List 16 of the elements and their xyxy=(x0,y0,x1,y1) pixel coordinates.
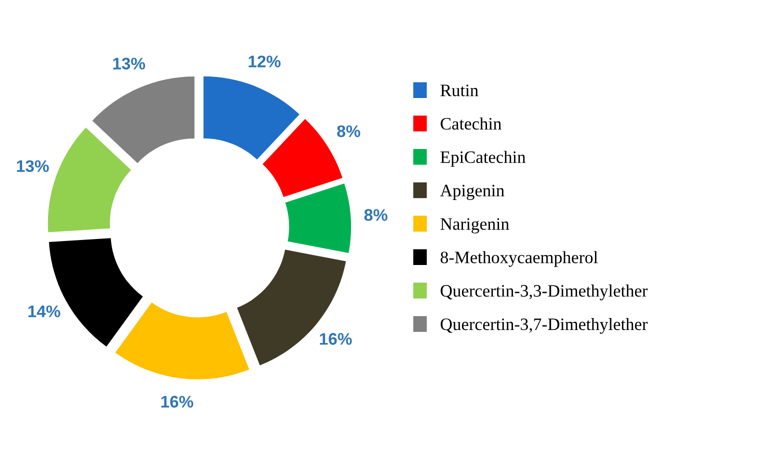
legend-label: Quercertin-3,3-Dimethylether xyxy=(440,284,648,300)
legend-label: Rutin xyxy=(440,84,478,96)
legend-label: Catechin xyxy=(440,117,502,130)
legend-label: Narigenin xyxy=(440,218,510,234)
data-label: 12% xyxy=(248,56,281,68)
data-label: 13% xyxy=(16,160,49,172)
data-label: 8% xyxy=(364,209,388,221)
legend-label: EpiCatechin xyxy=(440,150,526,167)
legend-label: Apigenin xyxy=(440,184,504,200)
data-label: 16% xyxy=(161,396,194,408)
data-label: 14% xyxy=(28,306,60,318)
data-label: 8% xyxy=(337,125,360,138)
legend-label: Quercertin-3,7-Dimethylether xyxy=(440,318,648,334)
legend-label: 8-Methoxycaempherol xyxy=(440,251,598,267)
data-label: 16% xyxy=(320,333,352,345)
data-label: 13% xyxy=(113,58,146,70)
